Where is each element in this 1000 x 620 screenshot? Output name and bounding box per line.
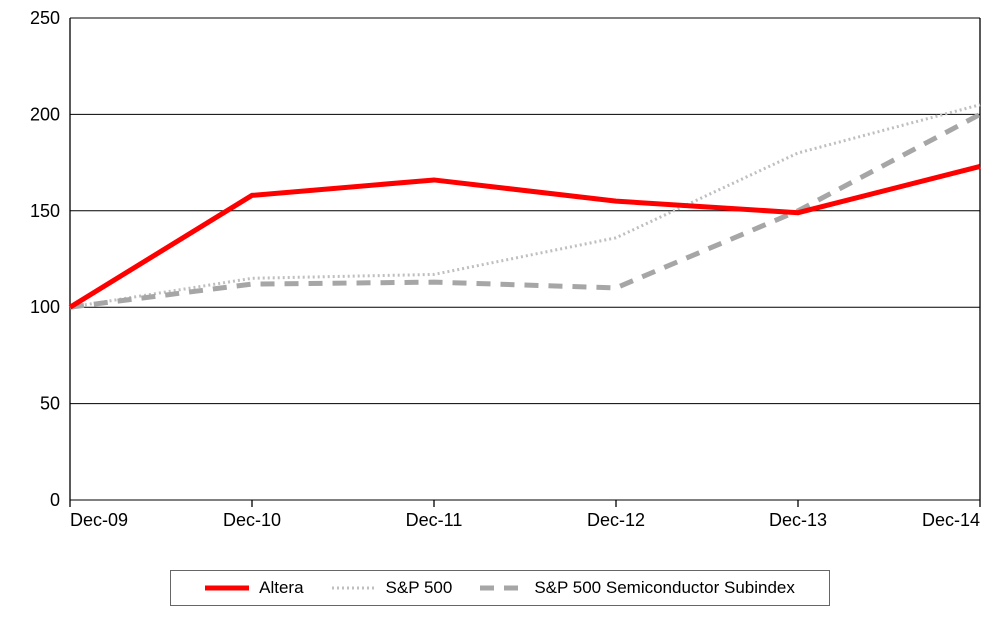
x-tick-label: Dec-13	[769, 510, 827, 530]
y-tick-label: 100	[30, 297, 60, 317]
y-tick-label: 250	[30, 8, 60, 28]
y-tick-label: 200	[30, 104, 60, 124]
legend-label: Altera	[259, 578, 303, 598]
legend-swatch-sp500	[332, 581, 376, 595]
chart-svg: 0 50 100 150 200 250 Dec-09 Dec-10 Dec-11 Dec-12 D…	[0, 0, 1000, 620]
y-tick-label: 150	[30, 201, 60, 221]
y-tick-label: 0	[50, 490, 60, 510]
legend-label: S&P 500	[386, 578, 453, 598]
x-tick-label: Dec-12	[587, 510, 645, 530]
legend-item-sp500_semi: S&P 500 Semiconductor Subindex	[480, 578, 795, 598]
stock-performance-chart: 0 50 100 150 200 250 Dec-09 Dec-10 Dec-11 Dec-12 D…	[0, 0, 1000, 620]
legend-item-altera: Altera	[205, 578, 303, 598]
x-tick-label: Dec-10	[223, 510, 281, 530]
legend-label: S&P 500 Semiconductor Subindex	[534, 578, 795, 598]
legend-item-sp500: S&P 500	[332, 578, 453, 598]
x-tick-label: Dec-11	[406, 510, 463, 530]
x-tick-label: Dec-09	[70, 510, 128, 530]
x-tick-label: Dec-14	[922, 510, 980, 530]
legend-swatch-altera	[205, 581, 249, 595]
legend-swatch-sp500_semi	[480, 581, 524, 595]
chart-legend: Altera S&P 500 S&P 500 Semiconductor Subin…	[170, 570, 830, 606]
y-tick-label: 50	[40, 394, 60, 414]
